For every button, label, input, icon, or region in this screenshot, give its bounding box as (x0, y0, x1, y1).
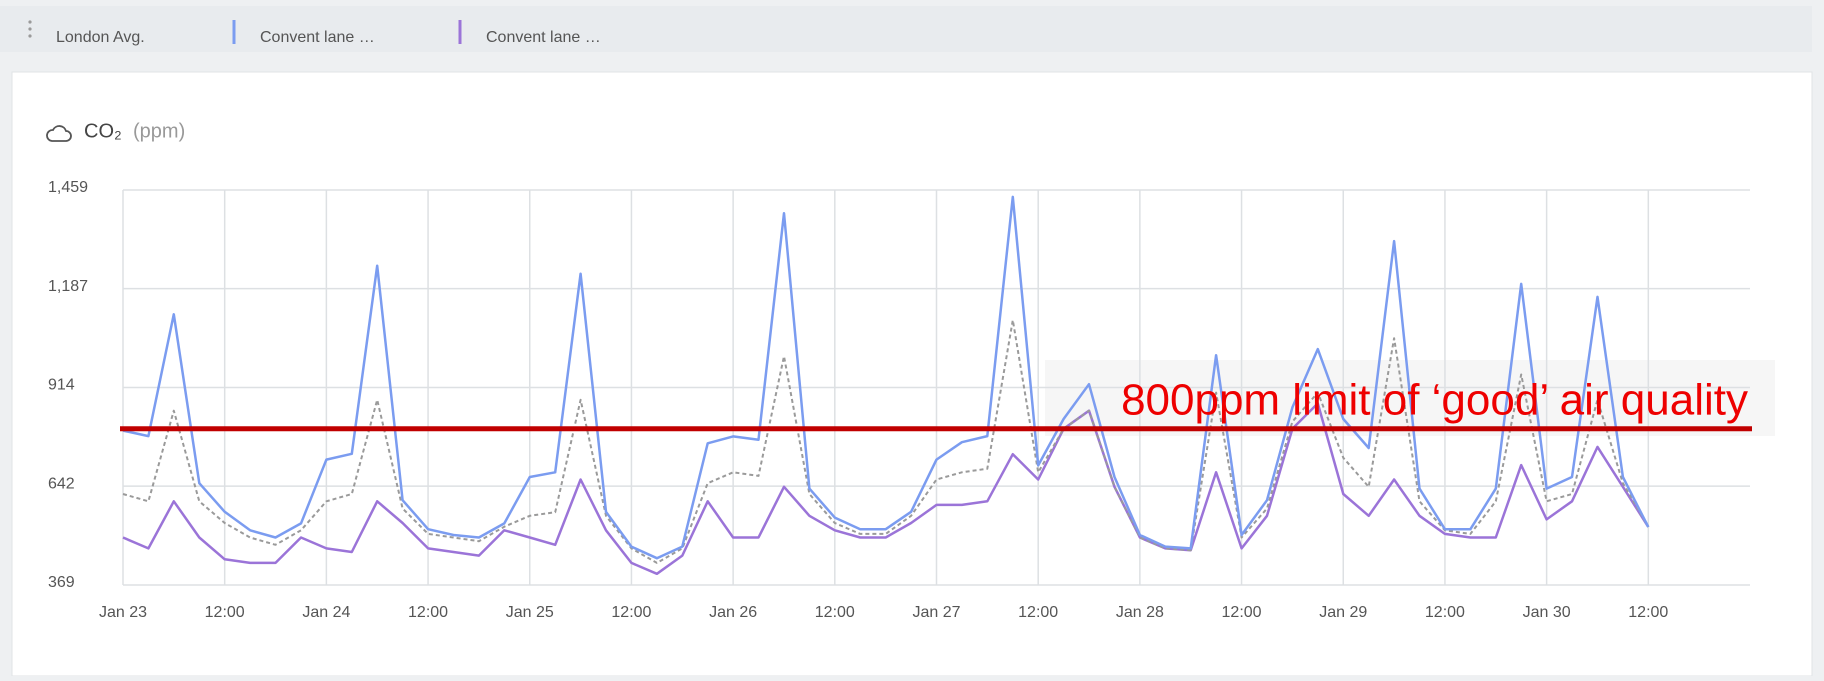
series-line (122, 402, 1650, 576)
x-tick-label: Jan 28 (1116, 604, 1164, 621)
icon (46, 125, 72, 142)
legend-label: London Avg. (56, 29, 145, 46)
y-tick-label: 369 (48, 574, 75, 591)
x-tick-label: Jan 23 (99, 604, 147, 621)
x-tick-label: Jan 26 (709, 604, 757, 621)
x-tick-label: 12:00 (611, 604, 651, 621)
legend-marker (28, 34, 32, 38)
x-tick-label: 12:00 (1628, 604, 1668, 621)
legend-marker (28, 27, 32, 31)
legend-marker (458, 20, 462, 44)
series-line (122, 195, 1650, 560)
x-tick-label: 12:00 (1222, 604, 1262, 621)
x-tick-label: Jan 25 (506, 604, 554, 621)
legend-marker (28, 20, 32, 24)
x-tick-label: 12:00 (815, 604, 855, 621)
cloud-icon (46, 125, 72, 142)
x-tick-label: Jan 27 (912, 604, 960, 621)
x-tick-label: Jan 30 (1523, 604, 1571, 621)
y-tick-label: 1,187 (48, 278, 88, 295)
legend-bar (0, 6, 1812, 52)
legend-label: Convent lane … (486, 29, 601, 46)
x-tick-label: Jan 29 (1319, 604, 1367, 621)
x-tick-label: 12:00 (205, 604, 245, 621)
x-tick-label: 12:00 (1425, 604, 1465, 621)
annotation: 800ppm limit of ‘good’ air quality (1121, 376, 1748, 425)
chart-title: CO₂ (84, 120, 122, 142)
series-line (122, 319, 1650, 564)
legend: London Avg. Convent lane … Convent lane … (28, 20, 601, 46)
legend-label: Convent lane … (260, 29, 375, 46)
x-tick-label: 12:00 (408, 604, 448, 621)
chart-unit: (ppm) (133, 120, 185, 142)
y-tick-label: 642 (48, 475, 75, 492)
legend-marker (232, 20, 236, 44)
x-tick-label: 12:00 (1018, 604, 1058, 621)
y-tick-label: 1,459 (48, 179, 88, 196)
y-tick-label: 914 (48, 377, 75, 394)
x-tick-label: Jan 24 (302, 604, 350, 621)
